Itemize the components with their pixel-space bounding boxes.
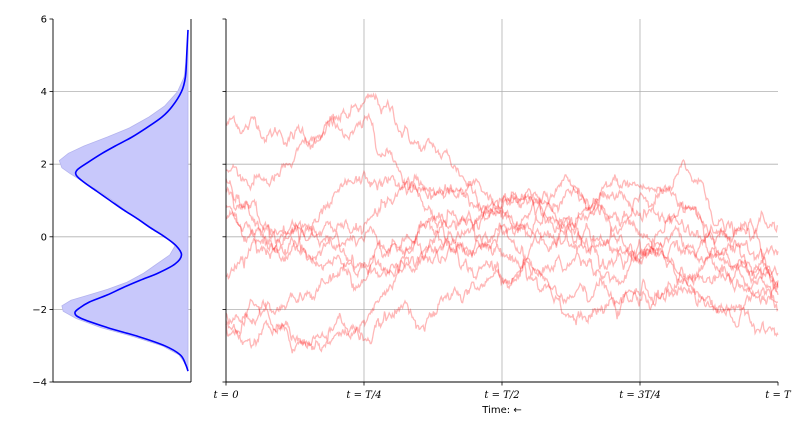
left-y-tick-label: 2	[41, 160, 47, 171]
x-tick-label: t = T	[765, 390, 792, 401]
density-curve-line	[74, 29, 189, 372]
left-y-tick-label: −2	[32, 305, 47, 316]
right-panel-x-ticks: t = 0 t = T/4 t = T/2 t = 3T/4 t = T	[213, 382, 792, 401]
density-fill-area	[58, 29, 189, 372]
x-tick-label: t = 3T/4	[619, 390, 661, 401]
sample-path-line	[225, 222, 779, 350]
sample-path-line	[225, 209, 779, 337]
left-panel-y-ticks: −4 −2 0 2 4 6	[32, 15, 53, 389]
left-y-tick-label: −4	[32, 378, 47, 389]
sample-path-line	[225, 158, 779, 278]
right-panel-paths	[225, 92, 779, 354]
left-panel-density-fill	[58, 29, 189, 372]
left-panel-density-curve	[74, 29, 189, 372]
sample-path-line	[225, 112, 779, 290]
x-tick-label: t = T/4	[346, 390, 381, 401]
left-y-tick-label: 6	[41, 15, 47, 26]
sample-path-line	[225, 169, 778, 304]
x-tick-label: t = 0	[213, 390, 239, 401]
sample-path-line	[225, 185, 778, 255]
left-panel-axes	[52, 19, 192, 383]
right-panel-grid	[222, 18, 778, 383]
sample-path-line	[225, 226, 779, 354]
x-axis-label: Time: ←	[481, 405, 521, 416]
left-y-tick-label: 4	[41, 87, 47, 98]
sample-path-line	[225, 196, 779, 312]
sample-path-line	[225, 92, 778, 288]
sample-path-line	[225, 174, 779, 296]
left-y-tick-label: 0	[41, 232, 47, 243]
x-tick-label: t = T/2	[484, 390, 519, 401]
